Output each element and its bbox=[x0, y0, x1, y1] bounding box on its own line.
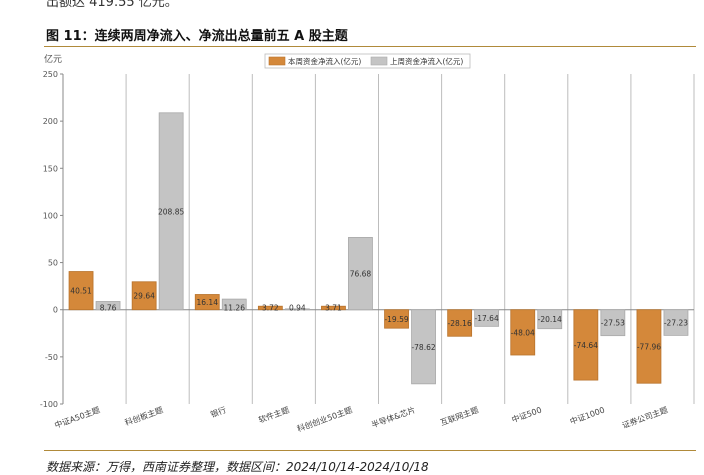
bar-last-week bbox=[411, 309, 436, 385]
x-tick-label: 半导体&芯片 bbox=[370, 404, 417, 429]
x-tick-label: 科创板主题 bbox=[123, 404, 164, 427]
bar-this-week bbox=[636, 309, 662, 384]
previous-paragraph-snippet: 出额达 419.55 亿元。 bbox=[46, 0, 178, 10]
data-label: 16.14 bbox=[197, 298, 219, 307]
bar-this-week bbox=[447, 309, 473, 337]
source-divider bbox=[44, 450, 696, 451]
bar-last-week bbox=[537, 309, 563, 330]
x-tick-label: 银行 bbox=[209, 404, 227, 419]
x-tick-label: 中证1000 bbox=[568, 404, 606, 426]
data-label: 40.51 bbox=[70, 287, 92, 296]
bar-last-week bbox=[95, 301, 121, 311]
bar-this-week bbox=[257, 305, 283, 311]
x-tick-label: 软件主题 bbox=[257, 404, 290, 424]
data-label: 3.72 bbox=[262, 304, 279, 313]
data-label: -27.53 bbox=[601, 319, 625, 328]
y-tick-label: 50 bbox=[48, 259, 58, 268]
title-divider bbox=[44, 46, 696, 47]
y-tick-label: -50 bbox=[45, 353, 58, 362]
bar-last-week bbox=[348, 237, 373, 311]
bar-last-week bbox=[474, 309, 500, 327]
data-label: -78.62 bbox=[411, 343, 435, 352]
data-label: -28.16 bbox=[448, 319, 472, 328]
legend-box bbox=[264, 53, 471, 69]
y-tick-label: 100 bbox=[43, 211, 58, 220]
y-tick-label: 200 bbox=[43, 117, 58, 126]
x-tick-label: 科创创业50主题 bbox=[296, 404, 354, 433]
bar-this-week bbox=[384, 309, 409, 329]
x-tick-label: 中证A50主题 bbox=[53, 404, 101, 430]
bar-this-week bbox=[68, 271, 94, 311]
bar-this-week bbox=[321, 305, 346, 311]
bar-last-week bbox=[221, 298, 247, 311]
data-label: 76.68 bbox=[350, 270, 372, 279]
data-label: 3.71 bbox=[325, 304, 342, 313]
y-tick-label: -100 bbox=[40, 400, 58, 409]
bar-this-week bbox=[131, 281, 157, 311]
bar-last-week bbox=[663, 309, 689, 336]
y-axis-unit: 亿元 bbox=[44, 53, 62, 65]
y-tick-label: 0 bbox=[53, 306, 58, 315]
data-label: -27.23 bbox=[664, 319, 688, 328]
bar-last-week bbox=[158, 112, 184, 311]
data-label: -74.64 bbox=[574, 341, 598, 350]
data-label: 11.26 bbox=[224, 304, 246, 313]
data-label: 0.94 bbox=[289, 304, 306, 313]
x-tick-label: 中证500 bbox=[510, 404, 543, 424]
bar-this-week bbox=[194, 294, 220, 311]
data-label: -20.14 bbox=[538, 315, 562, 324]
bar-this-week bbox=[573, 309, 599, 381]
y-tick-label: 150 bbox=[43, 164, 58, 173]
x-tick-label: 互联网主题 bbox=[439, 404, 480, 427]
legend-label-last-week: 上周资金净流入(亿元) bbox=[390, 56, 463, 66]
data-label: 29.64 bbox=[133, 292, 155, 301]
bar-last-week bbox=[284, 308, 310, 311]
bar-chart: 本周资金净流入(亿元) 上周资金净流入(亿元) 亿元 -100 -50 0 50 100 15… bbox=[40, 53, 695, 434]
legend-swatch-this-week bbox=[268, 56, 286, 66]
data-labels: 40.51 29.64 16.14 3.72 3.71 -19.59 -28.16 -48.0… bbox=[70, 207, 688, 352]
data-label: -77.96 bbox=[637, 342, 661, 351]
legend: 本周资金净流入(亿元) 上周资金净流入(亿元) bbox=[264, 53, 471, 69]
figure-title: 图 11：连续两周净流入、净流出总量前五 A 股主题 bbox=[46, 29, 348, 44]
y-tick-label: 250 bbox=[43, 70, 58, 79]
bars bbox=[68, 112, 689, 385]
data-label: 208.85 bbox=[158, 207, 184, 216]
legend-label-this-week: 本周资金净流入(亿元) bbox=[288, 56, 361, 66]
data-label: -19.59 bbox=[384, 315, 408, 324]
source-note: 数据来源：万得，西南证券整理，数据区间：2024/10/14-2024/10/1… bbox=[46, 460, 429, 474]
bar-this-week bbox=[510, 309, 536, 356]
bar-last-week bbox=[600, 309, 626, 337]
data-label: -48.04 bbox=[511, 328, 535, 337]
data-label: -17.64 bbox=[475, 314, 499, 323]
legend-swatch-last-week bbox=[370, 56, 388, 66]
data-label: 8.76 bbox=[100, 304, 117, 313]
x-tick-label: 证券公司主题 bbox=[621, 404, 670, 430]
